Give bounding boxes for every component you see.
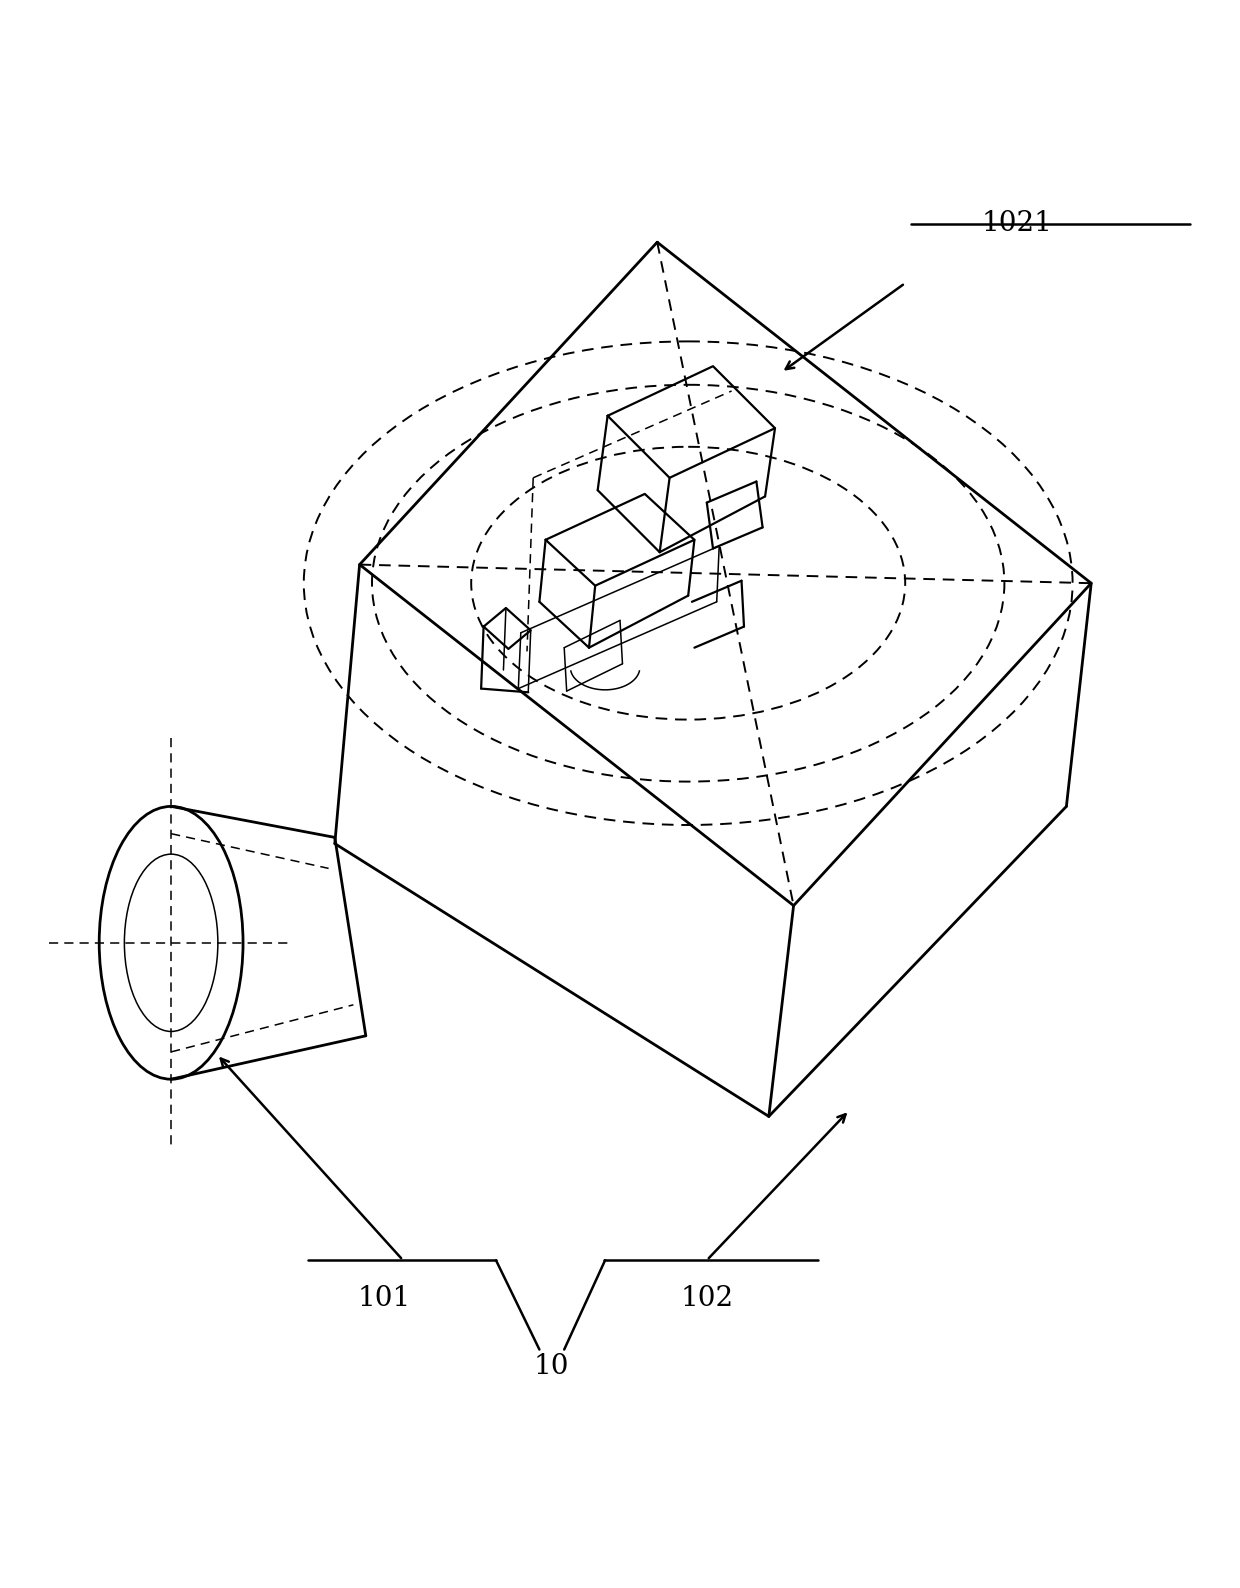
Text: 101: 101 — [358, 1285, 410, 1312]
Text: 1021: 1021 — [981, 210, 1053, 237]
Text: 102: 102 — [681, 1285, 733, 1312]
Text: 10: 10 — [534, 1353, 569, 1380]
